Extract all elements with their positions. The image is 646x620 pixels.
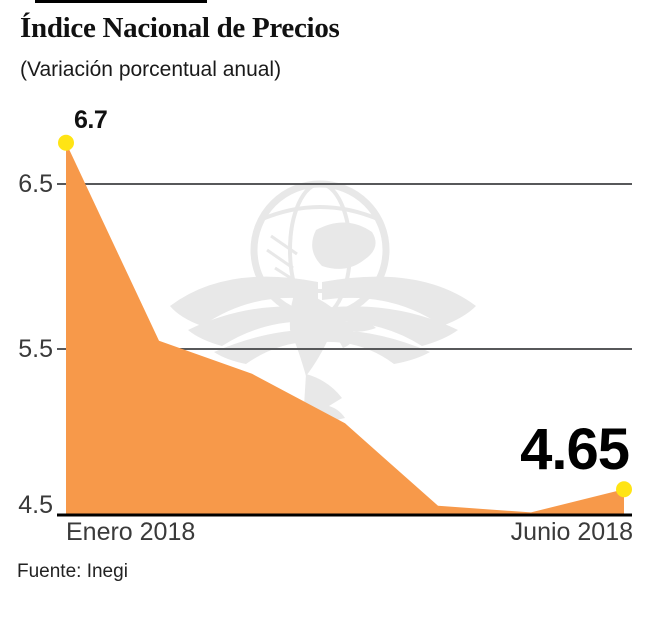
x-axis-label-end: Junio 2018 (510, 518, 633, 546)
end-value-label: 4.65 (520, 417, 630, 483)
top-rule (35, 0, 207, 3)
y-axis-tick-5-5: 5.5 (18, 335, 53, 363)
y-axis-tick-4-5: 4.5 (18, 491, 53, 519)
eagle-globe-watermark-icon (170, 180, 476, 422)
start-point-marker (58, 134, 74, 151)
source-note: Fuente: Inegi (17, 561, 128, 582)
start-value-label: 6.7 (74, 105, 108, 134)
y-axis-tick-6-5: 6.5 (18, 170, 53, 198)
chart-subtitle: (Variación porcentual anual) (20, 58, 282, 81)
inflation-area-series (66, 142, 624, 516)
x-axis-label-start: Enero 2018 (66, 518, 196, 546)
chart-title: Índice Nacional de Precios (20, 12, 340, 44)
end-point-marker (616, 481, 632, 498)
